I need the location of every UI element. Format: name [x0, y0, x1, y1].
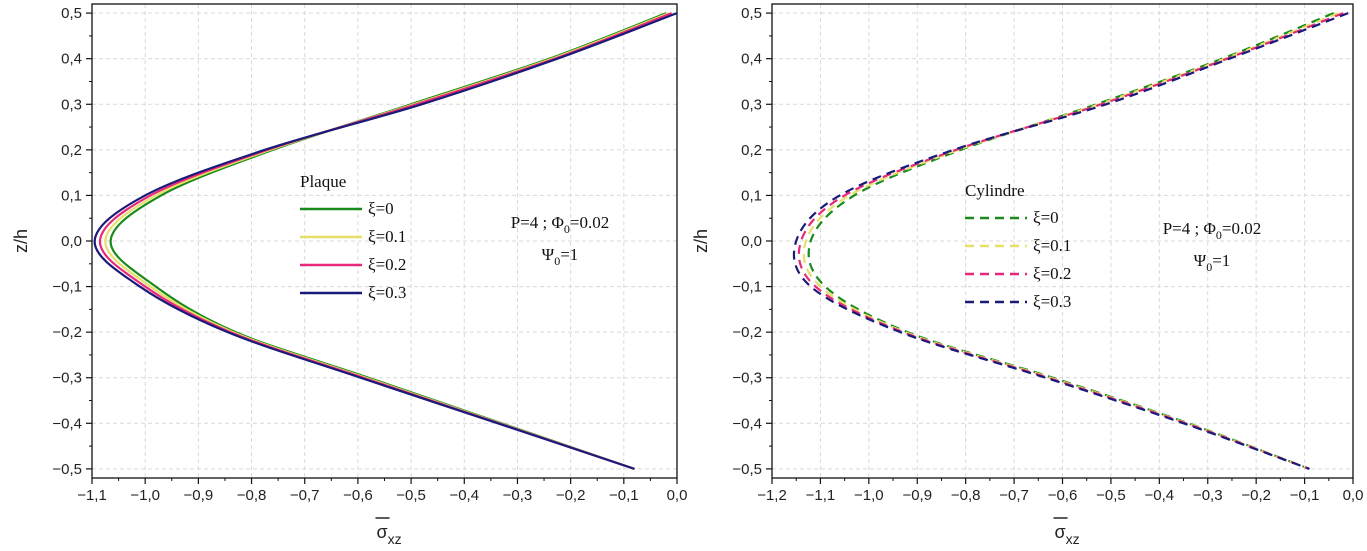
- x-tick-label: −0,5: [396, 487, 426, 504]
- y-tick-label: −0,5: [52, 461, 82, 478]
- annotation-params: P=4 ; Φ0=0.02: [511, 213, 610, 236]
- x-tick-label: −0,4: [1145, 487, 1175, 504]
- y-axis-label: z/h: [11, 229, 31, 253]
- y-tick-label: 0,0: [61, 233, 82, 250]
- y-axis-label: z/h: [691, 229, 711, 253]
- y-tick-label: 0,4: [61, 51, 82, 68]
- y-tick-label: 0,3: [61, 96, 82, 113]
- x-tick-label: −0,2: [1241, 487, 1271, 504]
- x-tick-label: −0,6: [343, 487, 373, 504]
- x-tick-label: −0,5: [1096, 487, 1126, 504]
- y-tick-label: 0,2: [741, 142, 762, 159]
- x-tick-label: −0,6: [1048, 487, 1078, 504]
- y-tick-label: 0,0: [741, 233, 762, 250]
- x-tick-label: 0,0: [667, 487, 688, 504]
- annotation-params-tail: =0.02: [1222, 219, 1261, 238]
- annotation-psi: Ψ0=1: [542, 245, 579, 268]
- legend-label: ξ=0: [368, 199, 394, 218]
- annotation-params-sub: 0: [564, 222, 570, 236]
- x-tick-label: −0,3: [1193, 487, 1223, 504]
- y-tick-label: 0,4: [741, 51, 762, 68]
- x-tick-label: −0,1: [609, 487, 639, 504]
- annotation-params-text: P=4 ; Φ: [1163, 219, 1216, 238]
- series-line: [792, 12, 1349, 470]
- x-tick-label: −0,9: [902, 487, 932, 504]
- x-tick-label: −0,7: [999, 487, 1029, 504]
- x-tick-label: −1,1: [806, 487, 836, 504]
- x-tick-label: −1,1: [77, 487, 107, 504]
- x-tick-label: −0,9: [184, 487, 214, 504]
- x-tick-label: −0,8: [951, 487, 981, 504]
- legend-label: ξ=0.3: [368, 283, 406, 302]
- y-tick-label: 0,5: [741, 5, 762, 22]
- annotation-psi: Ψ0=1: [1194, 251, 1231, 274]
- annotation-psi-text: Ψ: [542, 245, 555, 264]
- x-axis-label: σxz: [377, 522, 402, 547]
- x-tick-label: −0,4: [449, 487, 479, 504]
- annotation-params-sub: 0: [1216, 228, 1222, 242]
- annotation-psi-tail: =1: [1212, 251, 1230, 270]
- legend-label: ξ=0.1: [368, 227, 406, 246]
- chart-plaque: −1,1 −1,0 −0,9 −0,8 −0,7 −0,6 −0,5 −0,4 −0,3 −0,2…: [11, 3, 688, 547]
- y-tick-label: −0,3: [52, 370, 82, 387]
- y-tick-label: 0,1: [61, 187, 82, 204]
- x-axis-label-symbol: σ: [377, 522, 388, 542]
- x-tick-label: −0,3: [503, 487, 533, 504]
- annotation-psi-tail: =1: [560, 245, 578, 264]
- annotation-psi-text: Ψ: [1194, 251, 1207, 270]
- x-tick-label: 0,0: [1343, 487, 1364, 504]
- legend-label: ξ=0.2: [368, 255, 406, 274]
- x-axis-label-symbol: σ: [1055, 522, 1066, 542]
- legend-title: Plaque: [300, 172, 346, 191]
- chart-cylindre: −1,2 −1,1 −1,0 −0,9 −0,8 −0,7 −0,6 −0,5 −0,4 −0,3…: [691, 3, 1364, 547]
- x-tick-label: −1,0: [854, 487, 884, 504]
- legend-label: ξ=0: [1033, 208, 1059, 227]
- y-tick-label: 0,2: [61, 142, 82, 159]
- annotation-psi-sub: 0: [1206, 260, 1212, 274]
- annotation-params: P=4 ; Φ0=0.02: [1163, 219, 1262, 242]
- series-line: [807, 12, 1335, 470]
- legend-label: ξ=0.2: [1033, 264, 1071, 283]
- y-tick-label: 0,1: [741, 187, 762, 204]
- legend-title: Cylindre: [965, 181, 1025, 200]
- x-tick-label: −1,2: [757, 487, 787, 504]
- x-tick-label: −0,7: [290, 487, 320, 504]
- legend-label: ξ=0.1: [1033, 236, 1071, 255]
- x-tick-label: −0,1: [1290, 487, 1320, 504]
- x-axis-label-subscript: xz: [1066, 531, 1080, 547]
- y-tick-label: −0,4: [52, 415, 82, 432]
- y-tick-label: −0,2: [732, 324, 762, 341]
- y-tick-label: −0,1: [52, 279, 82, 296]
- y-tick-label: −0,4: [732, 415, 762, 432]
- y-tick-label: −0,1: [732, 279, 762, 296]
- x-axis-label: σxz: [1055, 522, 1080, 547]
- y-tick-label: −0,5: [732, 461, 762, 478]
- x-tick-label: −1,0: [130, 487, 160, 504]
- x-axis-label-subscript: xz: [388, 531, 402, 547]
- annotation-params-text: P=4 ; Φ: [511, 213, 564, 232]
- series-line: [93, 12, 678, 470]
- y-tick-label: −0,3: [732, 370, 762, 387]
- annotation-psi-sub: 0: [554, 254, 560, 268]
- annotation-params-tail: =0.02: [570, 213, 609, 232]
- x-tick-label: −0,2: [556, 487, 586, 504]
- y-tick-label: 0,5: [61, 5, 82, 22]
- x-tick-label: −0,8: [237, 487, 267, 504]
- legend-label: ξ=0.3: [1033, 292, 1071, 311]
- y-tick-label: −0,2: [52, 324, 82, 341]
- y-tick-label: 0,3: [741, 96, 762, 113]
